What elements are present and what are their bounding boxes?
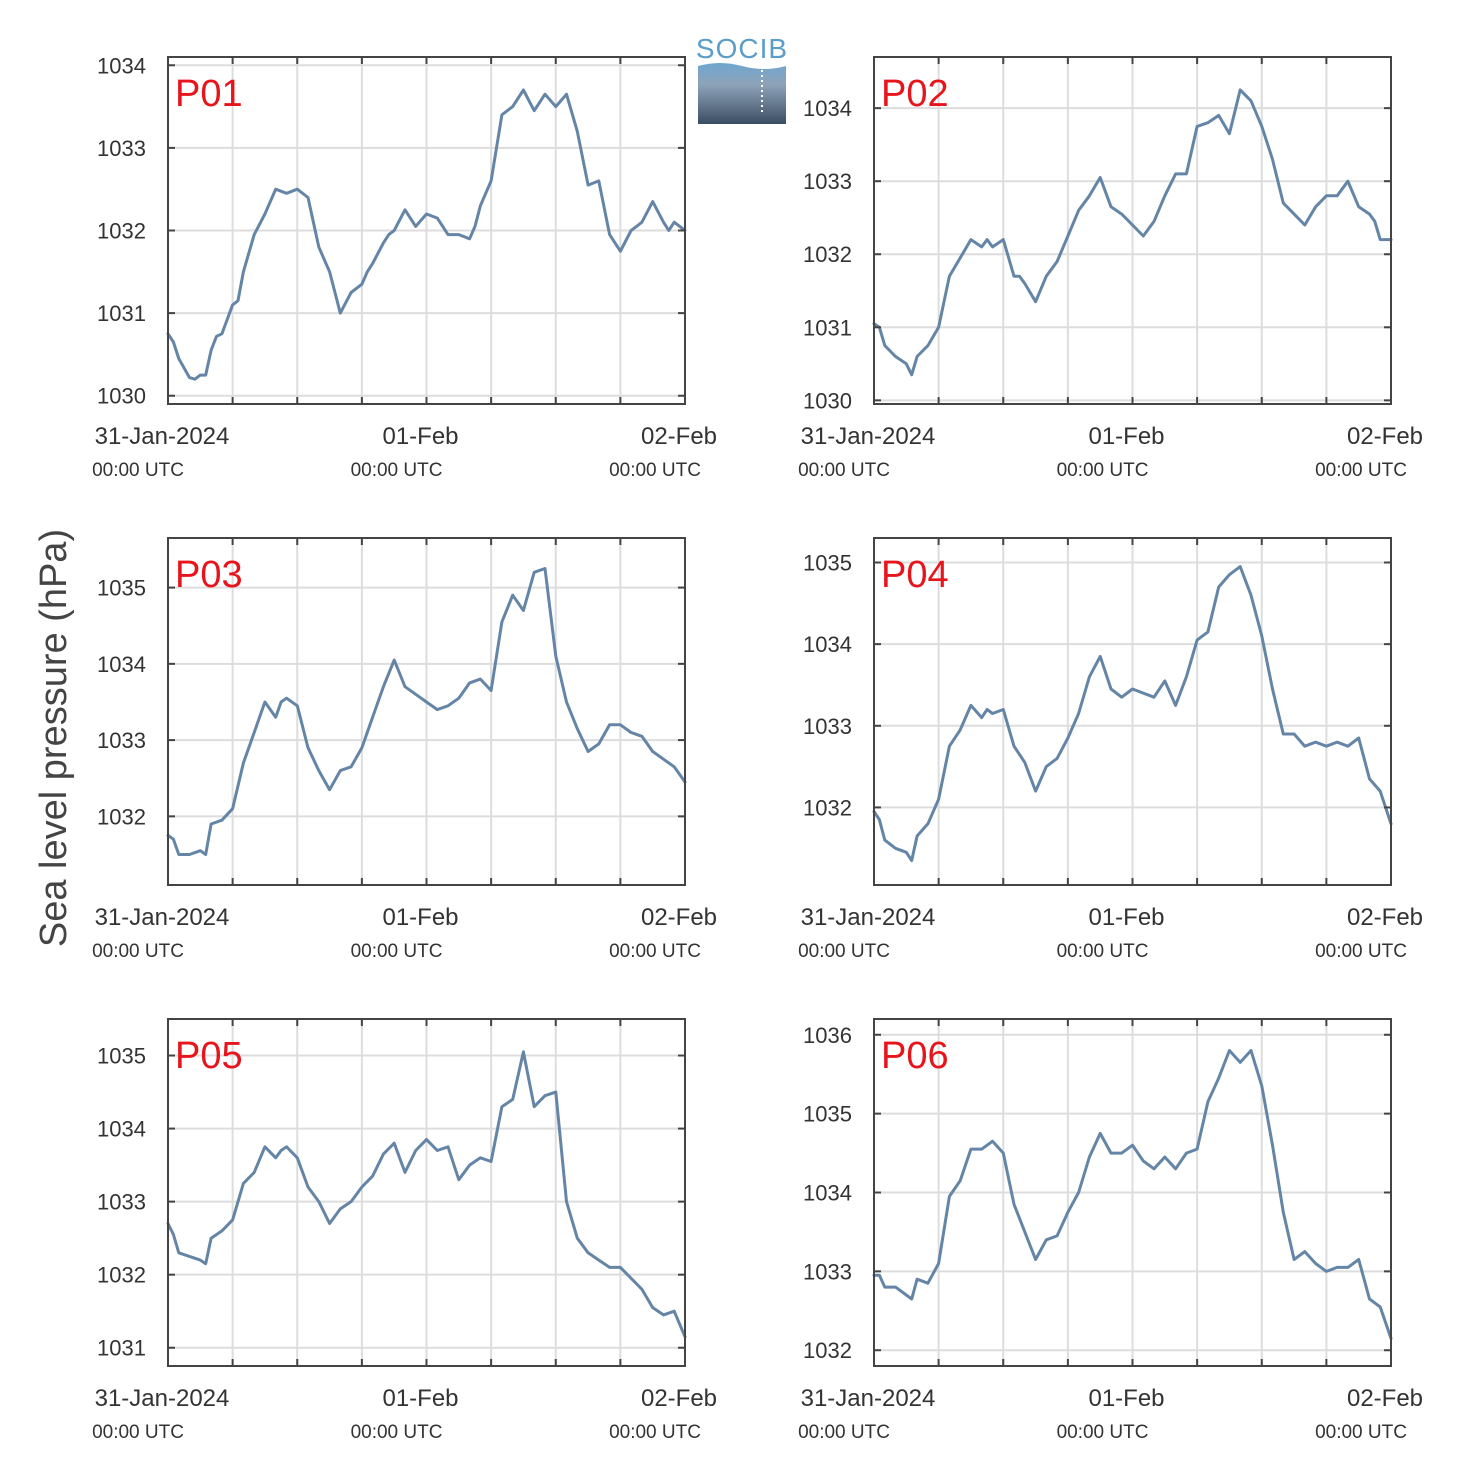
panel-p03: 1032 1033 1034 1035 31-Jan-2024 00:00 UTC 01-F… (92, 537, 717, 962)
logo-text: SOCIB (696, 33, 788, 64)
pressure-series-line (872, 1049, 1393, 1340)
panel-p01: 1030 1031 1032 1033 1034 31-Jan-2024 00:00 UTC… (92, 53, 717, 481)
y-tick-label: 1033 (803, 714, 852, 739)
y-tick-label: 1032 (97, 219, 146, 244)
y-tick-label: 1030 (97, 384, 146, 409)
x-tick-label: 31-Jan-2024 (801, 1385, 936, 1412)
y-axis-label: Sea level pressure (hPa) (33, 529, 75, 947)
x-tick-sublabel: 00:00 UTC (92, 460, 184, 481)
x-tick-label: 02-Feb (641, 423, 717, 450)
x-tick-label: 31-Jan-2024 (95, 423, 230, 450)
y-tick-label: 1032 (803, 795, 852, 820)
panel-p02: 1030 1031 1032 1033 1034 31-Jan-2024 00:00 UTC… (798, 56, 1423, 481)
x-tick-label: 01-Feb (1088, 904, 1164, 931)
x-tick-sublabel: 00:00 UTC (609, 941, 701, 962)
x-tick-sublabel: 00:00 UTC (1057, 1422, 1149, 1443)
y-tick-label: 1032 (803, 1338, 852, 1363)
y-tick-label: 1032 (97, 804, 146, 829)
x-tick-sublabel: 00:00 UTC (609, 460, 701, 481)
panel-p06: 1032 1033 1034 1035 1036 31-Jan-2024 00:00 UTC… (798, 1018, 1423, 1443)
x-tick-label: 02-Feb (641, 904, 717, 931)
y-tick-label: 1034 (803, 96, 852, 121)
x-tick-label: 31-Jan-2024 (95, 1385, 230, 1412)
x-tick-label: 02-Feb (641, 1385, 717, 1412)
x-tick-sublabel: 00:00 UTC (1057, 460, 1149, 481)
x-tick-label: 31-Jan-2024 (801, 423, 936, 450)
socib-logo: SOCIB (696, 33, 788, 124)
x-tick-label: 01-Feb (382, 904, 458, 931)
panel-title: P03 (175, 554, 243, 596)
x-tick-sublabel: 00:00 UTC (351, 460, 443, 481)
y-tick-label: 1034 (803, 1181, 852, 1206)
y-tick-label: 1030 (803, 388, 852, 413)
x-tick-label: 31-Jan-2024 (95, 904, 230, 931)
y-tick-label: 1036 (803, 1023, 852, 1048)
panel-title: P01 (175, 73, 243, 115)
x-tick-sublabel: 00:00 UTC (609, 1422, 701, 1443)
pressure-series-line (166, 567, 687, 856)
panel-title: P05 (175, 1035, 243, 1077)
panel-p05: 1031 1032 1033 1034 1035 31-Jan-2024 00:00 UTC… (92, 1018, 717, 1443)
y-tick-label: 1033 (97, 1190, 146, 1215)
x-tick-label: 01-Feb (382, 423, 458, 450)
y-tick-label: 1033 (97, 728, 146, 753)
panel-title: P02 (881, 73, 949, 115)
y-tick-label: 1035 (97, 576, 146, 601)
x-tick-label: 02-Feb (1347, 904, 1423, 931)
x-tick-sublabel: 00:00 UTC (1057, 941, 1149, 962)
x-tick-sublabel: 00:00 UTC (92, 1422, 184, 1443)
y-tick-label: 1032 (97, 1263, 146, 1288)
pressure-series-line (166, 1050, 687, 1339)
x-tick-sublabel: 00:00 UTC (92, 941, 184, 962)
x-tick-sublabel: 00:00 UTC (351, 1422, 443, 1443)
y-tick-label: 1034 (97, 652, 146, 677)
pressure-series-line (872, 565, 1393, 862)
y-tick-label: 1034 (97, 1117, 146, 1142)
pressure-series-line (166, 88, 687, 381)
y-tick-label: 1033 (803, 169, 852, 194)
x-tick-label: 01-Feb (1088, 1385, 1164, 1412)
x-tick-label: 31-Jan-2024 (801, 904, 936, 931)
y-tick-label: 1031 (97, 301, 146, 326)
panel-p04: 1032 1033 1034 1035 31-Jan-2024 00:00 UTC 01-F… (798, 537, 1423, 962)
x-tick-label: 01-Feb (1088, 423, 1164, 450)
y-tick-label: 1031 (803, 315, 852, 340)
x-tick-sublabel: 00:00 UTC (351, 941, 443, 962)
logo-wave-shape (698, 63, 786, 124)
x-tick-label: 01-Feb (382, 1385, 458, 1412)
x-tick-sublabel: 00:00 UTC (798, 941, 890, 962)
x-tick-label: 02-Feb (1347, 423, 1423, 450)
x-tick-sublabel: 00:00 UTC (1315, 460, 1407, 481)
y-tick-label: 1031 (97, 1336, 146, 1361)
y-tick-label: 1032 (803, 242, 852, 267)
y-tick-label: 1035 (97, 1044, 146, 1069)
y-tick-label: 1034 (803, 632, 852, 657)
y-tick-label: 1033 (803, 1259, 852, 1284)
y-tick-label: 1035 (803, 550, 852, 575)
panel-title: P04 (881, 554, 949, 596)
x-tick-sublabel: 00:00 UTC (1315, 941, 1407, 962)
y-tick-label: 1035 (803, 1102, 852, 1127)
y-tick-label: 1033 (97, 136, 146, 161)
x-tick-sublabel: 00:00 UTC (1315, 1422, 1407, 1443)
x-tick-sublabel: 00:00 UTC (798, 1422, 890, 1443)
panel-title: P06 (881, 1035, 949, 1077)
x-tick-label: 02-Feb (1347, 1385, 1423, 1412)
pressure-series-line (872, 88, 1393, 377)
y-tick-label: 1034 (97, 53, 146, 78)
x-tick-sublabel: 00:00 UTC (798, 460, 890, 481)
